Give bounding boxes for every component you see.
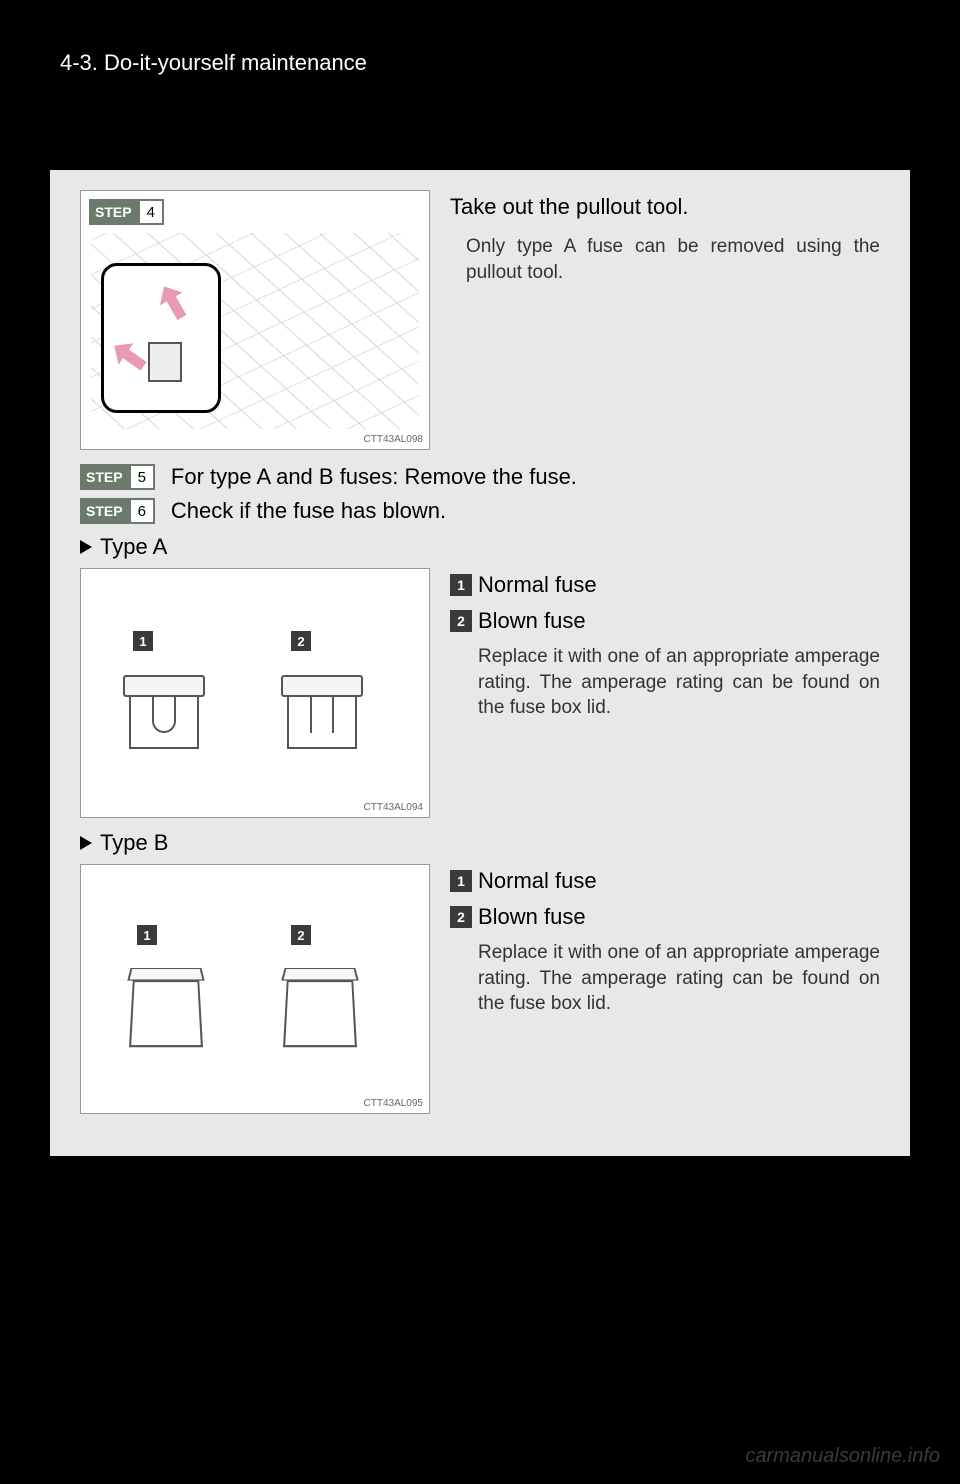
fuse-b-normal-icon bbox=[123, 963, 208, 1058]
step4-figure: STEP 4 CTT43AL098 bbox=[80, 190, 430, 450]
step6-row: STEP 6 Check if the fuse has blown. bbox=[80, 498, 880, 524]
step-label: STEP bbox=[80, 498, 129, 524]
fuse-body-icon bbox=[283, 980, 357, 1047]
arrow-icon bbox=[153, 280, 194, 324]
legend-blown: 2 Blown fuse bbox=[450, 904, 880, 930]
badge-1: 1 bbox=[450, 870, 472, 892]
typea-legend: 1 Normal fuse 2 Blown fuse Replace it wi… bbox=[450, 568, 880, 818]
callout-bubble bbox=[101, 263, 221, 413]
step-number: 4 bbox=[138, 199, 164, 225]
step4-badge: STEP 4 bbox=[89, 199, 164, 225]
section-title: 4-3. Do-it-yourself maintenance bbox=[60, 50, 367, 75]
step-number: 5 bbox=[129, 464, 155, 490]
fuse-icon bbox=[148, 342, 182, 382]
legend-normal: 1 Normal fuse bbox=[450, 868, 880, 894]
normal-label: Normal fuse bbox=[478, 572, 597, 598]
page-header: 4-3. Do-it-yourself maintenance bbox=[0, 0, 960, 170]
badge-1: 1 bbox=[450, 574, 472, 596]
step-label: STEP bbox=[80, 464, 129, 490]
fuse-top-icon bbox=[127, 968, 204, 981]
step4-title: Take out the pullout tool. bbox=[450, 194, 880, 220]
blown-label: Blown fuse bbox=[478, 608, 586, 634]
typea-header: Type A bbox=[80, 534, 880, 560]
step5-row: STEP 5 For type A and B fuses: Remove th… bbox=[80, 464, 880, 490]
typeb-note: Replace it with one of an appropriate am… bbox=[450, 940, 880, 1017]
fuse-top-icon bbox=[281, 968, 358, 981]
legend-blown: 2 Blown fuse bbox=[450, 608, 880, 634]
normal-label: Normal fuse bbox=[478, 868, 597, 894]
step4-section: STEP 4 CTT43AL098 Take out the pullout t… bbox=[80, 190, 880, 450]
figure-code: CTT43AL098 bbox=[364, 434, 423, 445]
badge-2: 2 bbox=[450, 610, 472, 632]
label-1: 1 bbox=[133, 631, 153, 651]
step-label: STEP bbox=[89, 199, 138, 225]
fuse-wire-icon bbox=[152, 697, 176, 733]
typea-heading: Type A bbox=[100, 534, 167, 560]
fuse-normal-icon bbox=[129, 689, 199, 749]
fuse-blown-icon bbox=[287, 689, 357, 749]
label-1: 1 bbox=[137, 925, 157, 945]
step4-note: Only type A fuse can be removed using th… bbox=[450, 234, 880, 285]
label-2: 2 bbox=[291, 925, 311, 945]
content-panel: STEP 4 CTT43AL098 Take out the pullout t… bbox=[50, 170, 910, 1156]
figure-code: CTT43AL095 bbox=[364, 1098, 423, 1109]
typea-section: 1 2 CTT43AL094 1 Normal fuse 2 Blown fus… bbox=[80, 568, 880, 818]
fuse-b-blown-icon bbox=[277, 963, 362, 1058]
typea-figure: 1 2 CTT43AL094 bbox=[80, 568, 430, 818]
label-2: 2 bbox=[291, 631, 311, 651]
arrow-icon bbox=[80, 540, 92, 554]
legend-normal: 1 Normal fuse bbox=[450, 572, 880, 598]
step4-text: Take out the pullout tool. Only type A f… bbox=[450, 190, 880, 450]
typea-note: Replace it with one of an appropriate am… bbox=[450, 644, 880, 721]
arrow-icon bbox=[80, 836, 92, 850]
badge-2: 2 bbox=[450, 906, 472, 928]
typeb-figure: 1 2 CTT43AL095 bbox=[80, 864, 430, 1114]
blown-label: Blown fuse bbox=[478, 904, 586, 930]
fuse-body-icon bbox=[129, 980, 203, 1047]
step5-badge: STEP 5 bbox=[80, 464, 155, 490]
step5-text: For type A and B fuses: Remove the fuse. bbox=[171, 464, 577, 490]
step6-text: Check if the fuse has blown. bbox=[171, 498, 446, 524]
watermark: carmanualsonline.info bbox=[745, 1445, 940, 1468]
fuse-wire-broken-icon bbox=[310, 697, 334, 733]
arrow-icon bbox=[107, 335, 151, 377]
typeb-section: 1 2 CTT43AL095 1 Normal fuse 2 Blown fus… bbox=[80, 864, 880, 1114]
figure-code: CTT43AL094 bbox=[364, 802, 423, 813]
typeb-heading: Type B bbox=[100, 830, 168, 856]
step6-badge: STEP 6 bbox=[80, 498, 155, 524]
typeb-header: Type B bbox=[80, 830, 880, 856]
step-number: 6 bbox=[129, 498, 155, 524]
typeb-legend: 1 Normal fuse 2 Blown fuse Replace it wi… bbox=[450, 864, 880, 1114]
engine-illustration bbox=[91, 233, 419, 429]
